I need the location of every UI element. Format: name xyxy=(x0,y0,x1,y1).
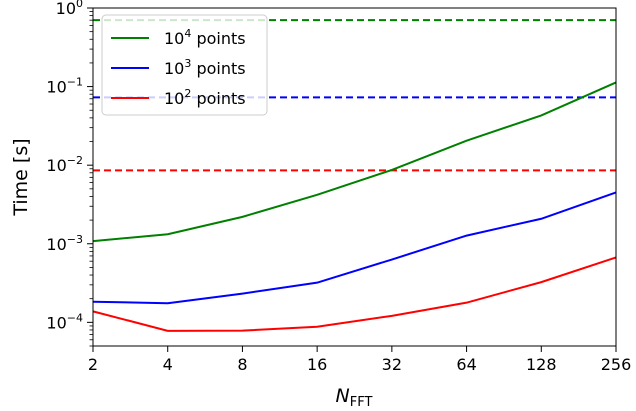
legend-label-exp: 2 xyxy=(184,87,191,100)
legend-label-base: 10 xyxy=(164,29,184,48)
y-tick-label: 10−4 xyxy=(46,311,83,332)
y-tick-label-exp: −2 xyxy=(67,154,83,167)
legend-label-1e3: 103 points xyxy=(164,57,246,78)
y-axis-label: Time [s] xyxy=(10,138,32,216)
y-tick-label: 10−1 xyxy=(46,76,83,97)
legend-label-suffix: points xyxy=(191,59,245,78)
y-tick-label: 100 xyxy=(56,0,83,18)
y-tick-label-base: 10 xyxy=(46,313,66,332)
x-tick-label: 32 xyxy=(382,355,402,374)
x-tick-label: 8 xyxy=(237,355,247,374)
y-tick-label-exp: 0 xyxy=(76,0,83,10)
x-tick-label: 64 xyxy=(456,355,476,374)
y-tick-label-exp: −1 xyxy=(67,76,83,89)
series-line-1e3 xyxy=(92,191,617,305)
y-tick-label-base: 10 xyxy=(46,156,66,175)
reference-lines xyxy=(93,19,616,172)
x-tick-label: 256 xyxy=(601,355,632,374)
legend-box xyxy=(101,14,268,116)
legend-label-1e4: 104 points xyxy=(164,27,246,48)
x-axis-label-main: N xyxy=(336,385,350,407)
x-tick-label: 2 xyxy=(88,355,98,374)
y-tick-label-base: 10 xyxy=(56,0,76,18)
x-axis-label-sub: FFT xyxy=(350,395,373,410)
x-axis-label: NFFT xyxy=(336,385,373,410)
y-tick-label: 10−2 xyxy=(46,154,83,175)
series-lines xyxy=(92,81,617,332)
x-tick-label: 16 xyxy=(307,355,327,374)
y-minor-ticks xyxy=(89,11,93,347)
legend-label-exp: 3 xyxy=(184,57,191,70)
legend-label-base: 10 xyxy=(164,59,184,78)
legend-label-suffix: points xyxy=(191,89,245,108)
plot-frame xyxy=(92,7,617,347)
series-line-1e2 xyxy=(92,256,617,332)
legend-label-exp: 4 xyxy=(184,27,191,40)
x-tick-label: 4 xyxy=(163,355,173,374)
x-axis-ticks: 2 4 8 16 32 64 128 256 xyxy=(88,346,631,374)
legend-label-1e2: 102 points xyxy=(164,87,246,108)
y-tick-label-base: 10 xyxy=(46,235,66,254)
y-tick-label-exp: −3 xyxy=(67,233,83,246)
x-tick-label: 128 xyxy=(526,355,557,374)
y-tick-label: 10−3 xyxy=(46,233,83,254)
legend-label-suffix: points xyxy=(191,29,245,48)
legend-label-base: 10 xyxy=(164,89,184,108)
y-tick-label-exp: −4 xyxy=(67,311,83,324)
y-tick-label-base: 10 xyxy=(46,78,66,97)
series-line-1e4 xyxy=(92,81,617,243)
